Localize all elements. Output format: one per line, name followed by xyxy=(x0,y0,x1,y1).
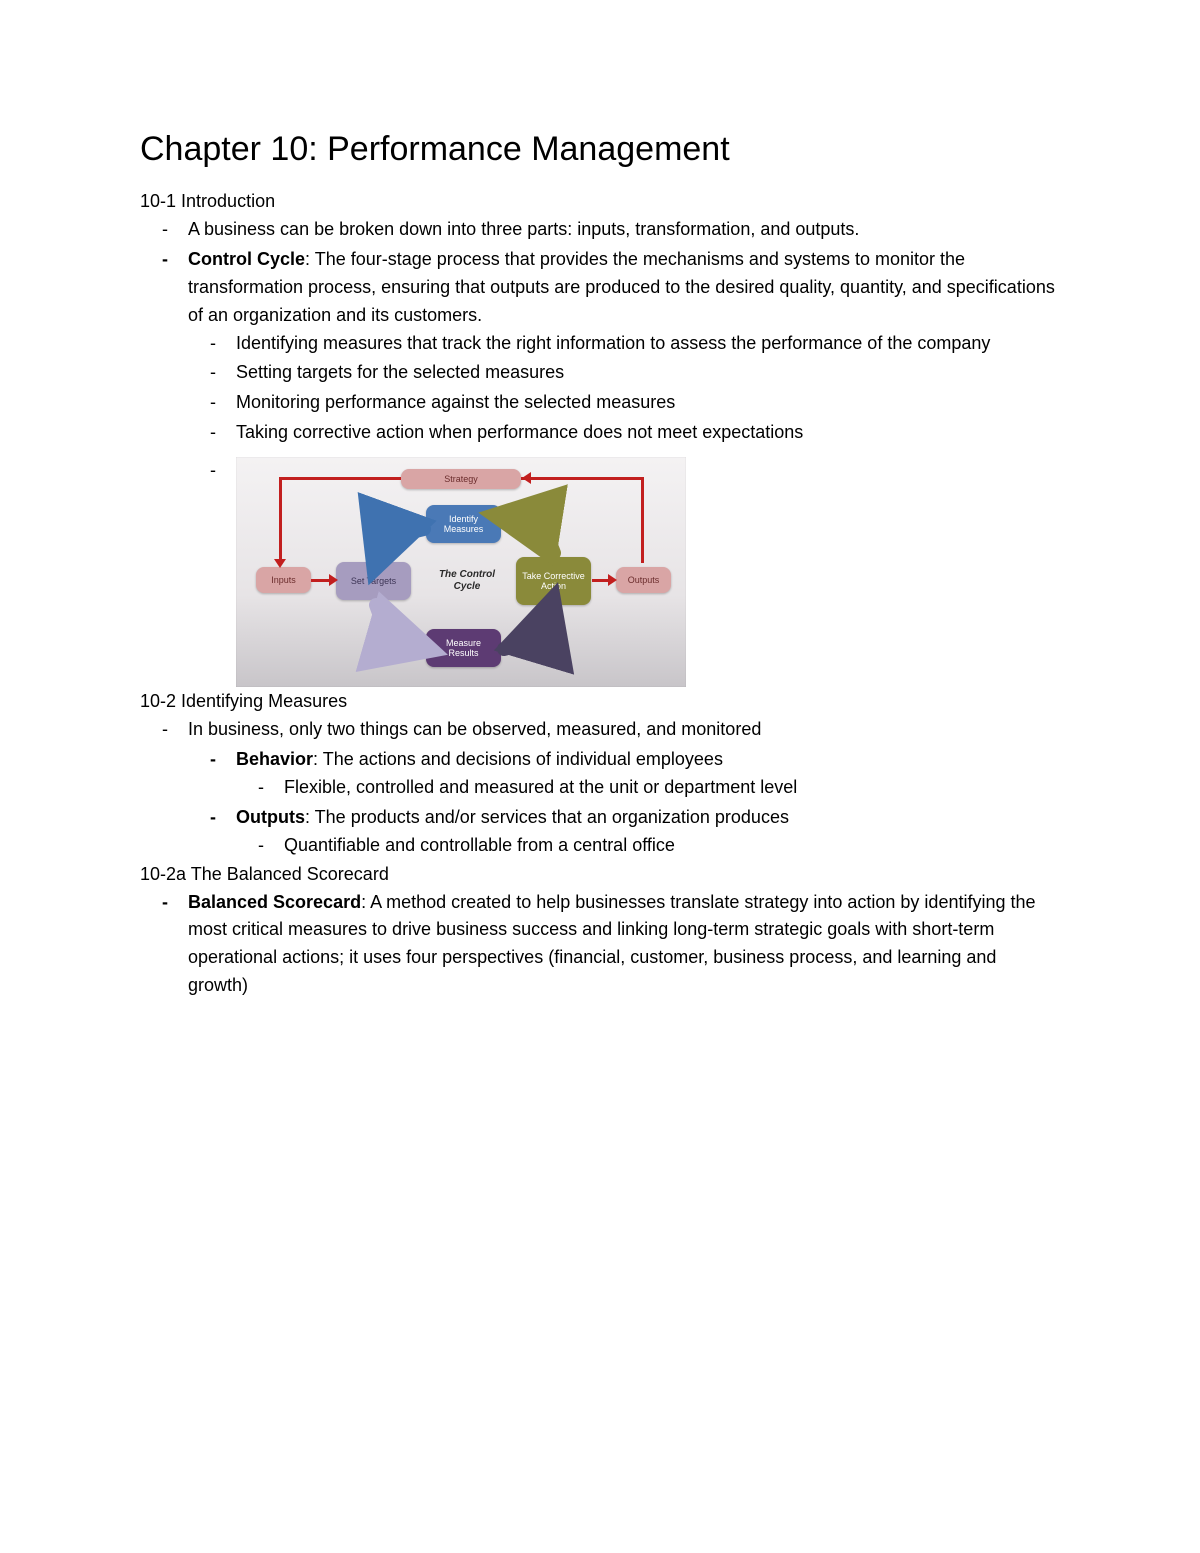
section-10-2-list: In business, only two things can be obse… xyxy=(140,716,1060,859)
control-cycle-sublist: Identifying measures that track the righ… xyxy=(188,330,1060,688)
outputs-sub: Quantifiable and controllable from a cen… xyxy=(284,832,1060,860)
section-10-1-list: A business can be broken down into three… xyxy=(140,216,1060,687)
bullet-outputs: Outputs: The products and/or services th… xyxy=(236,804,1060,860)
bullet-balanced-scorecard: Balanced Scorecard: A method created to … xyxy=(188,889,1060,1001)
control-cycle-diagram-wrap: The Control CycleStrategyInputsOutputsId… xyxy=(236,457,1060,687)
cc-sub-corrective: Taking corrective action when performanc… xyxy=(236,419,1060,447)
term-behavior: Behavior xyxy=(236,749,313,769)
bullet-inputs-transformation-outputs: A business can be broken down into three… xyxy=(188,216,1060,244)
cc-sub-identify: Identifying measures that track the righ… xyxy=(236,330,1060,358)
section-10-1-head: 10-1 Introduction xyxy=(140,191,1060,212)
term-control-cycle: Control Cycle xyxy=(188,249,305,269)
cc-sub-targets: Setting targets for the selected measure… xyxy=(236,359,1060,387)
chapter-title: Chapter 10: Performance Management xyxy=(140,130,1060,169)
cc-diagram-item: The Control CycleStrategyInputsOutputsId… xyxy=(236,457,1060,687)
def-outputs: : The products and/or services that an o… xyxy=(305,807,789,827)
term-outputs: Outputs xyxy=(236,807,305,827)
behavior-outputs-list: Behavior: The actions and decisions of i… xyxy=(188,746,1060,860)
section-10-2a-list: Balanced Scorecard: A method created to … xyxy=(140,889,1060,1001)
outputs-sublist: Quantifiable and controllable from a cen… xyxy=(236,832,1060,860)
document-page: Chapter 10: Performance Management 10-1 … xyxy=(0,0,1200,1202)
def-control-cycle: : The four-stage process that provides t… xyxy=(188,249,1055,325)
section-10-2a-head: 10-2a The Balanced Scorecard xyxy=(140,864,1060,885)
cc-sub-monitor: Monitoring performance against the selec… xyxy=(236,389,1060,417)
behavior-sub: Flexible, controlled and measured at the… xyxy=(284,774,1060,802)
bullet-observe-measure-monitor: In business, only two things can be obse… xyxy=(188,716,1060,744)
term-balanced-scorecard: Balanced Scorecard xyxy=(188,892,361,912)
bullet-control-cycle: Control Cycle: The four-stage process th… xyxy=(188,246,1060,687)
section-10-2-head: 10-2 Identifying Measures xyxy=(140,691,1060,712)
diagram-cycle-arrows xyxy=(236,457,686,687)
def-behavior: : The actions and decisions of individua… xyxy=(313,749,723,769)
behavior-sublist: Flexible, controlled and measured at the… xyxy=(236,774,1060,802)
bullet-behavior: Behavior: The actions and decisions of i… xyxy=(236,746,1060,802)
control-cycle-diagram: The Control CycleStrategyInputsOutputsId… xyxy=(236,457,686,687)
